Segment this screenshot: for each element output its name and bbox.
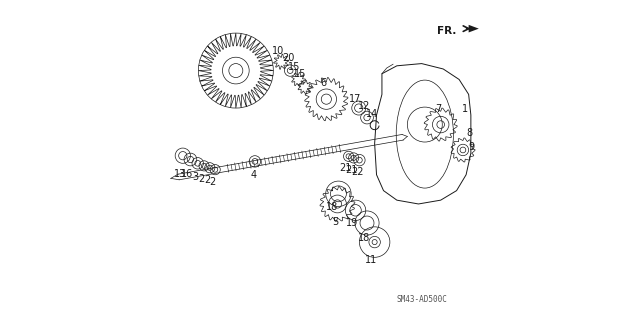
Text: SM43-AD500C: SM43-AD500C bbox=[396, 295, 447, 304]
Text: 10: 10 bbox=[272, 46, 284, 56]
Text: 22: 22 bbox=[351, 167, 364, 177]
Text: 5: 5 bbox=[332, 217, 339, 227]
Text: 18: 18 bbox=[358, 233, 371, 243]
Text: 11: 11 bbox=[365, 255, 378, 264]
Text: 13: 13 bbox=[173, 169, 186, 179]
Polygon shape bbox=[468, 25, 479, 33]
Text: 1: 1 bbox=[463, 104, 468, 114]
Text: 6: 6 bbox=[320, 78, 326, 88]
Text: 19: 19 bbox=[346, 218, 358, 228]
Text: 20: 20 bbox=[282, 53, 294, 63]
Text: 15: 15 bbox=[294, 69, 307, 79]
Text: 9: 9 bbox=[468, 142, 475, 152]
Text: 14: 14 bbox=[366, 109, 378, 119]
Text: 21: 21 bbox=[339, 163, 351, 173]
Text: 7: 7 bbox=[435, 104, 441, 114]
Text: 18: 18 bbox=[326, 202, 338, 212]
Text: 17: 17 bbox=[349, 93, 362, 104]
Text: 8: 8 bbox=[466, 129, 472, 138]
Text: 16: 16 bbox=[181, 169, 194, 179]
Text: 2: 2 bbox=[204, 175, 210, 185]
Text: 3: 3 bbox=[192, 172, 198, 182]
Text: 12: 12 bbox=[358, 101, 370, 111]
Text: FR.: FR. bbox=[437, 26, 456, 36]
Text: 4: 4 bbox=[251, 170, 257, 180]
Text: 2: 2 bbox=[209, 177, 216, 187]
Text: 2: 2 bbox=[198, 174, 204, 183]
Text: 21: 21 bbox=[345, 165, 357, 175]
Text: 15: 15 bbox=[288, 62, 300, 72]
